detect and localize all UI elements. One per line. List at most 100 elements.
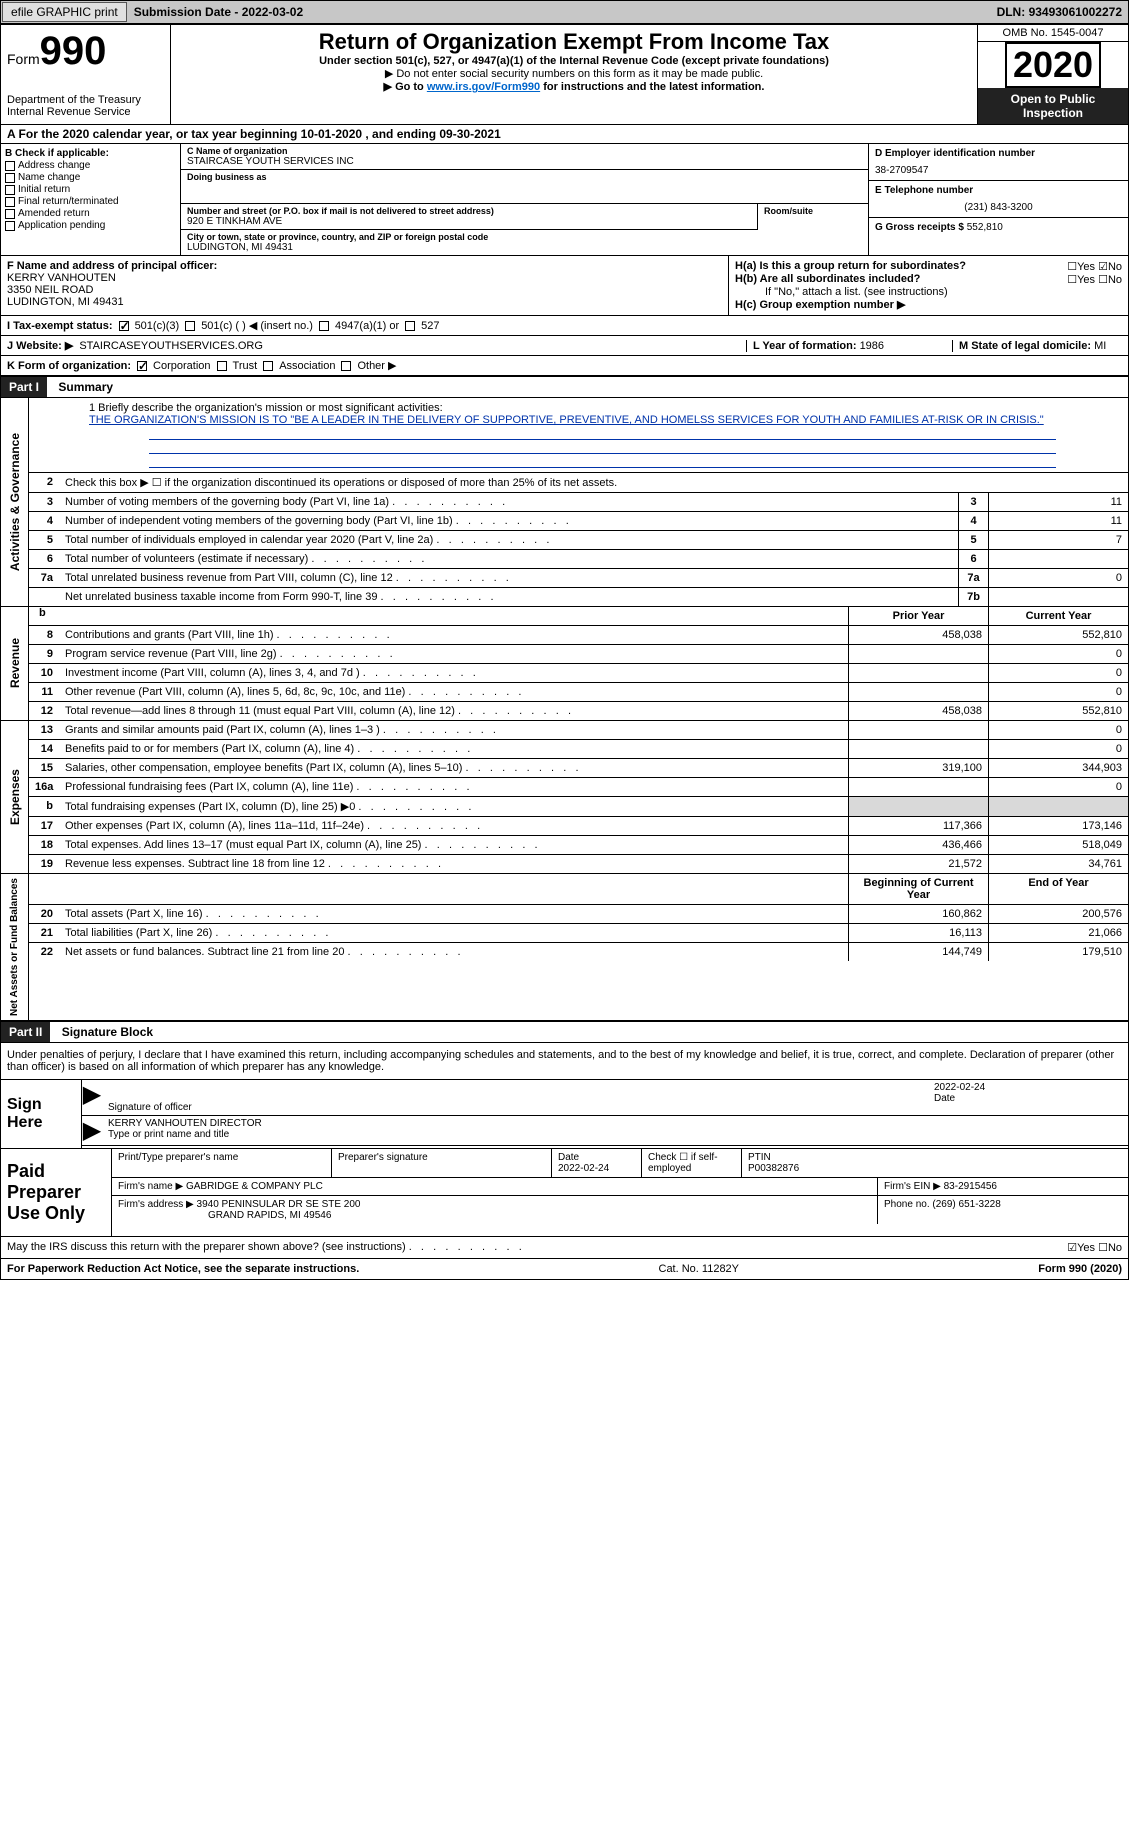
box-j: J Website: ▶ STAIRCASEYOUTHSERVICES.ORG … bbox=[1, 336, 1128, 356]
governance-section: Activities & Governance 1 Briefly descri… bbox=[1, 398, 1128, 607]
chk-other[interactable] bbox=[341, 361, 351, 371]
sign-here-label: Sign Here bbox=[1, 1080, 81, 1148]
arrow-icon: ▶ bbox=[82, 1116, 102, 1145]
line2: Check this box ▶ ☐ if the organization d… bbox=[59, 473, 1128, 492]
part2-title: Signature Block bbox=[54, 1022, 161, 1042]
chk-501c3[interactable] bbox=[119, 321, 129, 331]
chk-application-pending[interactable]: Application pending bbox=[5, 220, 176, 231]
form-footer: Form 990 (2020) bbox=[1038, 1263, 1122, 1275]
bcy-header: Beginning of Current Year bbox=[848, 874, 988, 904]
website-value: STAIRCASEYOUTHSERVICES.ORG bbox=[79, 340, 263, 352]
firm-ein: 83-2915456 bbox=[944, 1181, 997, 1192]
city-label: City or town, state or province, country… bbox=[187, 232, 862, 242]
box-e: E Telephone number (231) 843-3200 bbox=[869, 181, 1128, 218]
box-m: M State of legal domicile: MI bbox=[952, 340, 1122, 352]
table-row: 3Number of voting members of the governi… bbox=[29, 493, 1128, 512]
footer-row: For Paperwork Reduction Act Notice, see … bbox=[1, 1259, 1128, 1279]
part2-header-row: Part II Signature Block bbox=[1, 1021, 1128, 1043]
table-row: 4Number of independent voting members of… bbox=[29, 512, 1128, 531]
officer-addr1: 3350 NEIL ROAD bbox=[7, 284, 722, 296]
discuss-yesno: ☑Yes ☐No bbox=[1067, 1241, 1122, 1254]
netassets-section: Net Assets or Fund Balances Beginning of… bbox=[1, 874, 1128, 1021]
paid-preparer-label: Paid Preparer Use Only bbox=[1, 1149, 111, 1236]
arrow-icon: ▶ bbox=[82, 1080, 102, 1115]
chk-corporation[interactable] bbox=[137, 361, 147, 371]
box-b: B Check if applicable: Address change Na… bbox=[1, 144, 181, 255]
efile-print-button[interactable]: efile GRAPHIC print bbox=[2, 2, 127, 22]
firm-name-label: Firm's name ▶ bbox=[118, 1181, 183, 1192]
hb-note: If "No," attach a list. (see instruction… bbox=[735, 286, 1122, 298]
expenses-section: Expenses 13Grants and similar amounts pa… bbox=[1, 721, 1128, 874]
netassets-vert-label: Net Assets or Fund Balances bbox=[7, 874, 22, 1020]
chk-trust[interactable] bbox=[217, 361, 227, 371]
gross-receipts-value: 552,810 bbox=[967, 222, 1003, 233]
checkbox-icon bbox=[5, 185, 15, 195]
hb-label: H(b) Are all subordinates included? bbox=[735, 273, 920, 286]
chk-527[interactable] bbox=[405, 321, 415, 331]
firm-phone-label: Phone no. bbox=[884, 1199, 930, 1210]
prior-current-header: b Prior Year Current Year bbox=[29, 607, 1128, 626]
ha-label: H(a) Is this a group return for subordin… bbox=[735, 260, 966, 273]
website-label: J Website: ▶ bbox=[7, 339, 73, 352]
officer-label: F Name and address of principal officer: bbox=[7, 260, 722, 272]
paid-preparer-block: Paid Preparer Use Only Print/Type prepar… bbox=[1, 1148, 1128, 1237]
note-ssn: ▶ Do not enter social security numbers o… bbox=[177, 67, 971, 80]
eoy-header: End of Year bbox=[988, 874, 1128, 904]
form-of-org-label: K Form of organization: bbox=[7, 360, 131, 372]
officer-addr2: LUDINGTON, MI 49431 bbox=[7, 296, 722, 308]
table-row: 8Contributions and grants (Part VIII, li… bbox=[29, 626, 1128, 645]
table-row: 15Salaries, other compensation, employee… bbox=[29, 759, 1128, 778]
tax-year: 2020 bbox=[1005, 42, 1101, 88]
self-employed-chk[interactable]: Check ☐ if self-employed bbox=[642, 1149, 742, 1177]
box-f: F Name and address of principal officer:… bbox=[1, 256, 728, 315]
chk-association[interactable] bbox=[263, 361, 273, 371]
ptin-value: P00382876 bbox=[748, 1163, 1122, 1174]
chk-initial-return[interactable]: Initial return bbox=[5, 184, 176, 195]
hb-yesno: ☐Yes ☐No bbox=[1067, 273, 1122, 286]
chk-address-change[interactable]: Address change bbox=[5, 160, 176, 171]
checkbox-icon bbox=[5, 209, 15, 219]
right-col: D Employer identification number 38-2709… bbox=[868, 144, 1128, 255]
table-row: 11Other revenue (Part VIII, column (A), … bbox=[29, 683, 1128, 702]
table-row: 19Revenue less expenses. Subtract line 1… bbox=[29, 855, 1128, 873]
table-row: 12Total revenue—add lines 8 through 11 (… bbox=[29, 702, 1128, 720]
sig-date-label: Date bbox=[934, 1093, 1122, 1104]
revenue-section: Revenue b Prior Year Current Year 8Contr… bbox=[1, 607, 1128, 721]
mission-text: THE ORGANIZATION'S MISSION IS TO "BE A L… bbox=[89, 414, 1116, 426]
current-year-header: Current Year bbox=[988, 607, 1128, 625]
dba-label: Doing business as bbox=[187, 172, 862, 182]
bcy-eoy-header: Beginning of Current Year End of Year bbox=[29, 874, 1128, 905]
box-l: L Year of formation: 1986 bbox=[746, 340, 946, 352]
checkbox-icon bbox=[5, 221, 15, 231]
table-row: 20Total assets (Part X, line 16)160,8622… bbox=[29, 905, 1128, 924]
city-value: LUDINGTON, MI 49431 bbox=[187, 242, 862, 253]
firm-addr2: GRAND RAPIDS, MI 49546 bbox=[118, 1210, 331, 1221]
top-bar: efile GRAPHIC print Submission Date - 20… bbox=[0, 0, 1129, 24]
firm-addr-label: Firm's address ▶ bbox=[118, 1199, 194, 1210]
chk-4947[interactable] bbox=[319, 321, 329, 331]
box-k: K Form of organization: Corporation Trus… bbox=[1, 356, 1128, 376]
typed-name-label: Type or print name and title bbox=[108, 1129, 1122, 1140]
tax-period: A For the 2020 calendar year, or tax yea… bbox=[1, 125, 1128, 144]
officer-h-row: F Name and address of principal officer:… bbox=[1, 256, 1128, 316]
form-number: 990 bbox=[40, 29, 107, 73]
chk-amended-return[interactable]: Amended return bbox=[5, 208, 176, 219]
underline bbox=[149, 440, 1056, 454]
chk-501c[interactable] bbox=[185, 321, 195, 331]
table-row: bTotal fundraising expenses (Part IX, co… bbox=[29, 797, 1128, 817]
room-label: Room/suite bbox=[764, 206, 862, 216]
penalty-text: Under penalties of perjury, I declare th… bbox=[1, 1043, 1128, 1079]
table-row: 9Program service revenue (Part VIII, lin… bbox=[29, 645, 1128, 664]
form-subtitle: Under section 501(c), 527, or 4947(a)(1)… bbox=[177, 55, 971, 67]
governance-vert-label: Activities & Governance bbox=[6, 429, 24, 575]
omb-number: OMB No. 1545-0047 bbox=[978, 25, 1128, 42]
sig-of-officer-label: Signature of officer bbox=[108, 1102, 922, 1113]
part1-label: Part I bbox=[1, 377, 47, 397]
irs-link[interactable]: www.irs.gov/Form990 bbox=[427, 81, 540, 93]
checkbox-icon bbox=[5, 197, 15, 207]
part2-label: Part II bbox=[1, 1022, 50, 1042]
chk-name-change[interactable]: Name change bbox=[5, 172, 176, 183]
mission-block: 1 Briefly describe the organization's mi… bbox=[29, 398, 1128, 472]
prep-sig-label: Preparer's signature bbox=[332, 1149, 552, 1177]
chk-final-return[interactable]: Final return/terminated bbox=[5, 196, 176, 207]
